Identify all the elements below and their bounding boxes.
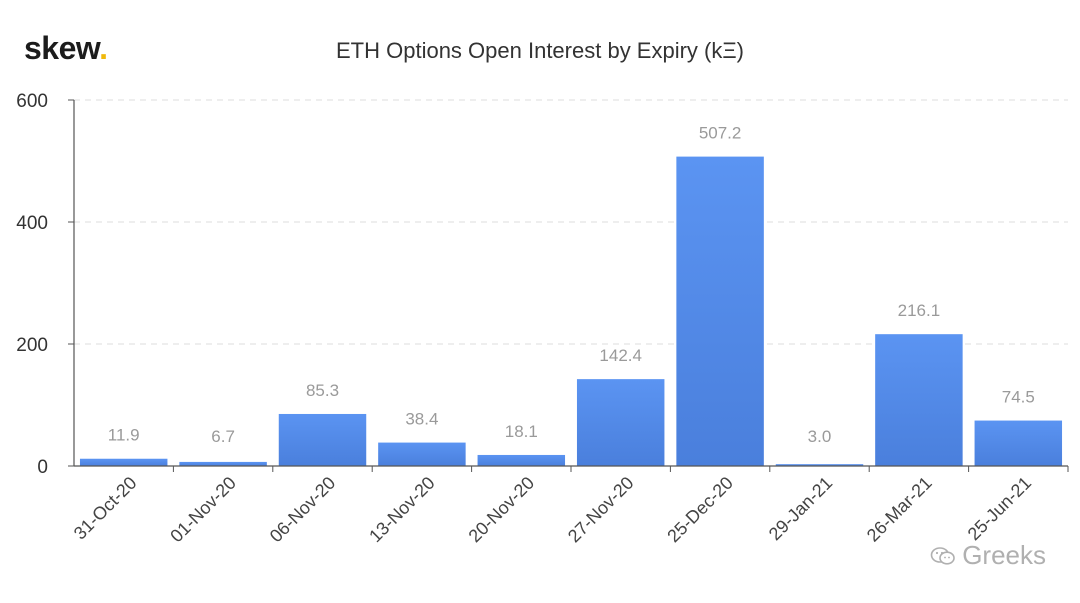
logo-dot: . bbox=[99, 30, 108, 66]
y-tick-label: 600 bbox=[16, 91, 48, 112]
data-labels: 11.9 6.7 85.3 38.4 18.1 142.4 507.2 3.0 216.1 74.… bbox=[108, 124, 1035, 446]
watermark-text: Greeks bbox=[962, 540, 1046, 570]
bar bbox=[477, 454, 566, 466]
bar bbox=[875, 334, 963, 466]
x-tick-label: 26-Mar-21 bbox=[863, 473, 936, 546]
data-label: 85.3 bbox=[306, 381, 339, 400]
x-tick-label: 13-Nov-20 bbox=[365, 473, 439, 547]
data-label: 3.0 bbox=[808, 427, 832, 446]
y-tick-label: 400 bbox=[16, 213, 48, 234]
data-label: 18.1 bbox=[505, 422, 538, 441]
y-tick-label: 200 bbox=[16, 335, 48, 356]
wechat-icon bbox=[930, 546, 955, 565]
data-label: 507.2 bbox=[699, 124, 742, 143]
data-label: 11.9 bbox=[108, 426, 140, 445]
x-tick-label: 06-Nov-20 bbox=[266, 473, 340, 547]
bar bbox=[79, 458, 168, 466]
x-tick-label: 29-Jan-21 bbox=[765, 473, 836, 544]
data-label: 142.4 bbox=[599, 346, 642, 365]
bar bbox=[278, 413, 367, 466]
bars bbox=[79, 156, 1063, 466]
bar bbox=[576, 379, 665, 466]
chart-title: ETH Options Open Interest by Expiry (kΞ) bbox=[336, 38, 744, 63]
y-tick-label: 0 bbox=[37, 457, 48, 478]
bar bbox=[179, 461, 267, 466]
watermark: Greeks bbox=[930, 540, 1046, 571]
x-tick-label: 25-Dec-20 bbox=[663, 473, 737, 547]
x-tick-label: 27-Nov-20 bbox=[564, 473, 638, 547]
data-label: 6.7 bbox=[211, 427, 235, 446]
skew-logo: skew. bbox=[24, 30, 108, 67]
bar bbox=[775, 464, 864, 466]
x-tick-label: 25-Jun-21 bbox=[964, 473, 1035, 544]
data-label: 216.1 bbox=[898, 301, 941, 320]
x-tick-label: 20-Nov-20 bbox=[465, 473, 539, 547]
bar bbox=[676, 156, 764, 466]
bar bbox=[974, 420, 1063, 466]
data-label: 74.5 bbox=[1002, 388, 1035, 407]
x-tick-label: 31-Oct-20 bbox=[70, 473, 141, 544]
data-label: 38.4 bbox=[405, 410, 438, 429]
logo-text: skew bbox=[24, 30, 100, 66]
bar bbox=[378, 442, 466, 466]
x-tick-label: 01-Nov-20 bbox=[166, 473, 240, 547]
